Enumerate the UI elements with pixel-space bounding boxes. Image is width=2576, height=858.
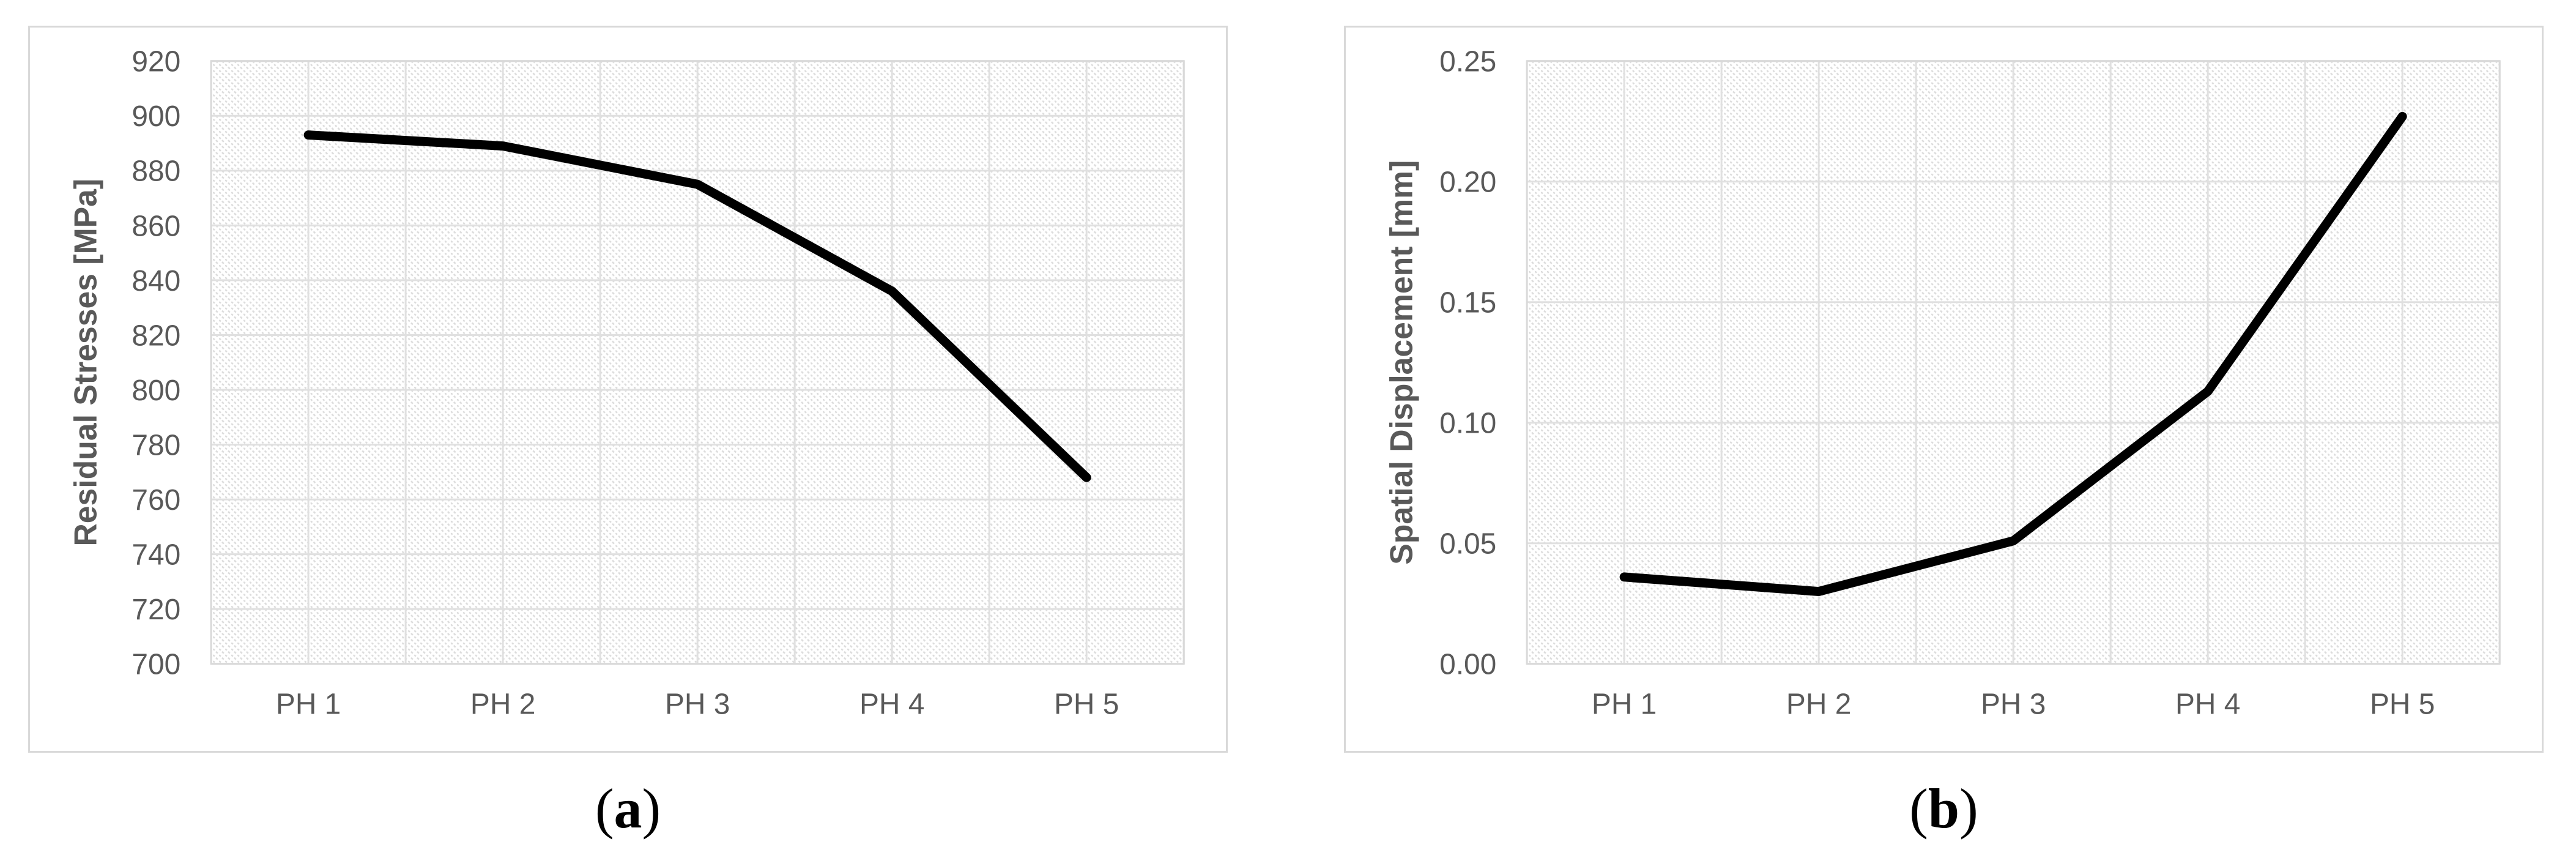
caption-b-letter: b bbox=[1928, 777, 1960, 840]
x-axis-label: PH 2 bbox=[1786, 688, 1851, 720]
x-axis-label: PH 5 bbox=[2370, 688, 2435, 720]
y-tick-label: 700 bbox=[132, 649, 180, 681]
y-tick-label: 760 bbox=[132, 484, 180, 517]
x-axis-label: PH 4 bbox=[859, 688, 924, 720]
y-tick-label: 820 bbox=[132, 319, 180, 352]
y-tick-label: 0.20 bbox=[1439, 166, 1496, 199]
caption-a-open-paren: ( bbox=[595, 777, 614, 840]
x-axis-label: PH 5 bbox=[1054, 688, 1119, 720]
caption-a-close-paren: ) bbox=[642, 777, 661, 840]
x-axis-label: PH 2 bbox=[470, 688, 535, 720]
caption-b: (b) bbox=[1344, 775, 2544, 848]
y-tick-label: 840 bbox=[132, 265, 180, 297]
y-axis-title: Residual Stresses [MPa] bbox=[68, 179, 103, 547]
x-axis-label: PH 3 bbox=[665, 688, 730, 720]
y-tick-label: 800 bbox=[132, 375, 180, 407]
x-axis-label: PH 4 bbox=[2175, 688, 2240, 720]
y-tick-label: 900 bbox=[132, 100, 180, 133]
y-tick-label: 720 bbox=[132, 594, 180, 626]
y-tick-label: 0.00 bbox=[1439, 649, 1496, 681]
y-tick-label: 920 bbox=[132, 46, 180, 78]
caption-b-close-paren: ) bbox=[1959, 777, 1978, 840]
data-line bbox=[303, 130, 1091, 482]
plot-border bbox=[210, 60, 1185, 665]
y-tick-label: 0.15 bbox=[1439, 287, 1496, 319]
plot-border bbox=[1526, 60, 2501, 665]
y-tick-label: 0.10 bbox=[1439, 408, 1496, 440]
y-tick-label: 860 bbox=[132, 210, 180, 242]
y-tick-label: 780 bbox=[132, 429, 180, 461]
chart-panel-b: 0.25 0.20 0.15 0.10 0.05 0.00 PH 1 PH 2 PH 3 PH 4… bbox=[1344, 26, 2544, 753]
chart-panel-a: 920 900 880 860 840 820 800 780 760 740 720 700 PH 1… bbox=[28, 26, 1228, 753]
y-tick-label: 880 bbox=[132, 155, 180, 188]
y-tick-label: 0.05 bbox=[1439, 528, 1496, 561]
y-tick-label: 740 bbox=[132, 539, 180, 572]
data-line bbox=[1619, 111, 2407, 596]
line-chart-a: 920 900 880 860 840 820 800 780 760 740 720 700 PH 1… bbox=[68, 46, 1185, 720]
y-tick-label: 0.25 bbox=[1439, 46, 1496, 78]
line-chart-b: 0.25 0.20 0.15 0.10 0.05 0.00 PH 1 PH 2 PH 3 PH 4… bbox=[1384, 46, 2501, 720]
caption-a: (a) bbox=[28, 775, 1228, 848]
caption-b-open-paren: ( bbox=[1909, 777, 1928, 840]
x-axis-label: PH 3 bbox=[1981, 688, 2046, 720]
caption-a-letter: a bbox=[614, 777, 642, 840]
x-axis-label: PH 1 bbox=[276, 688, 341, 720]
y-axis-title: Spatial Displacement [mm] bbox=[1384, 160, 1419, 565]
x-axis-label: PH 1 bbox=[1592, 688, 1657, 720]
